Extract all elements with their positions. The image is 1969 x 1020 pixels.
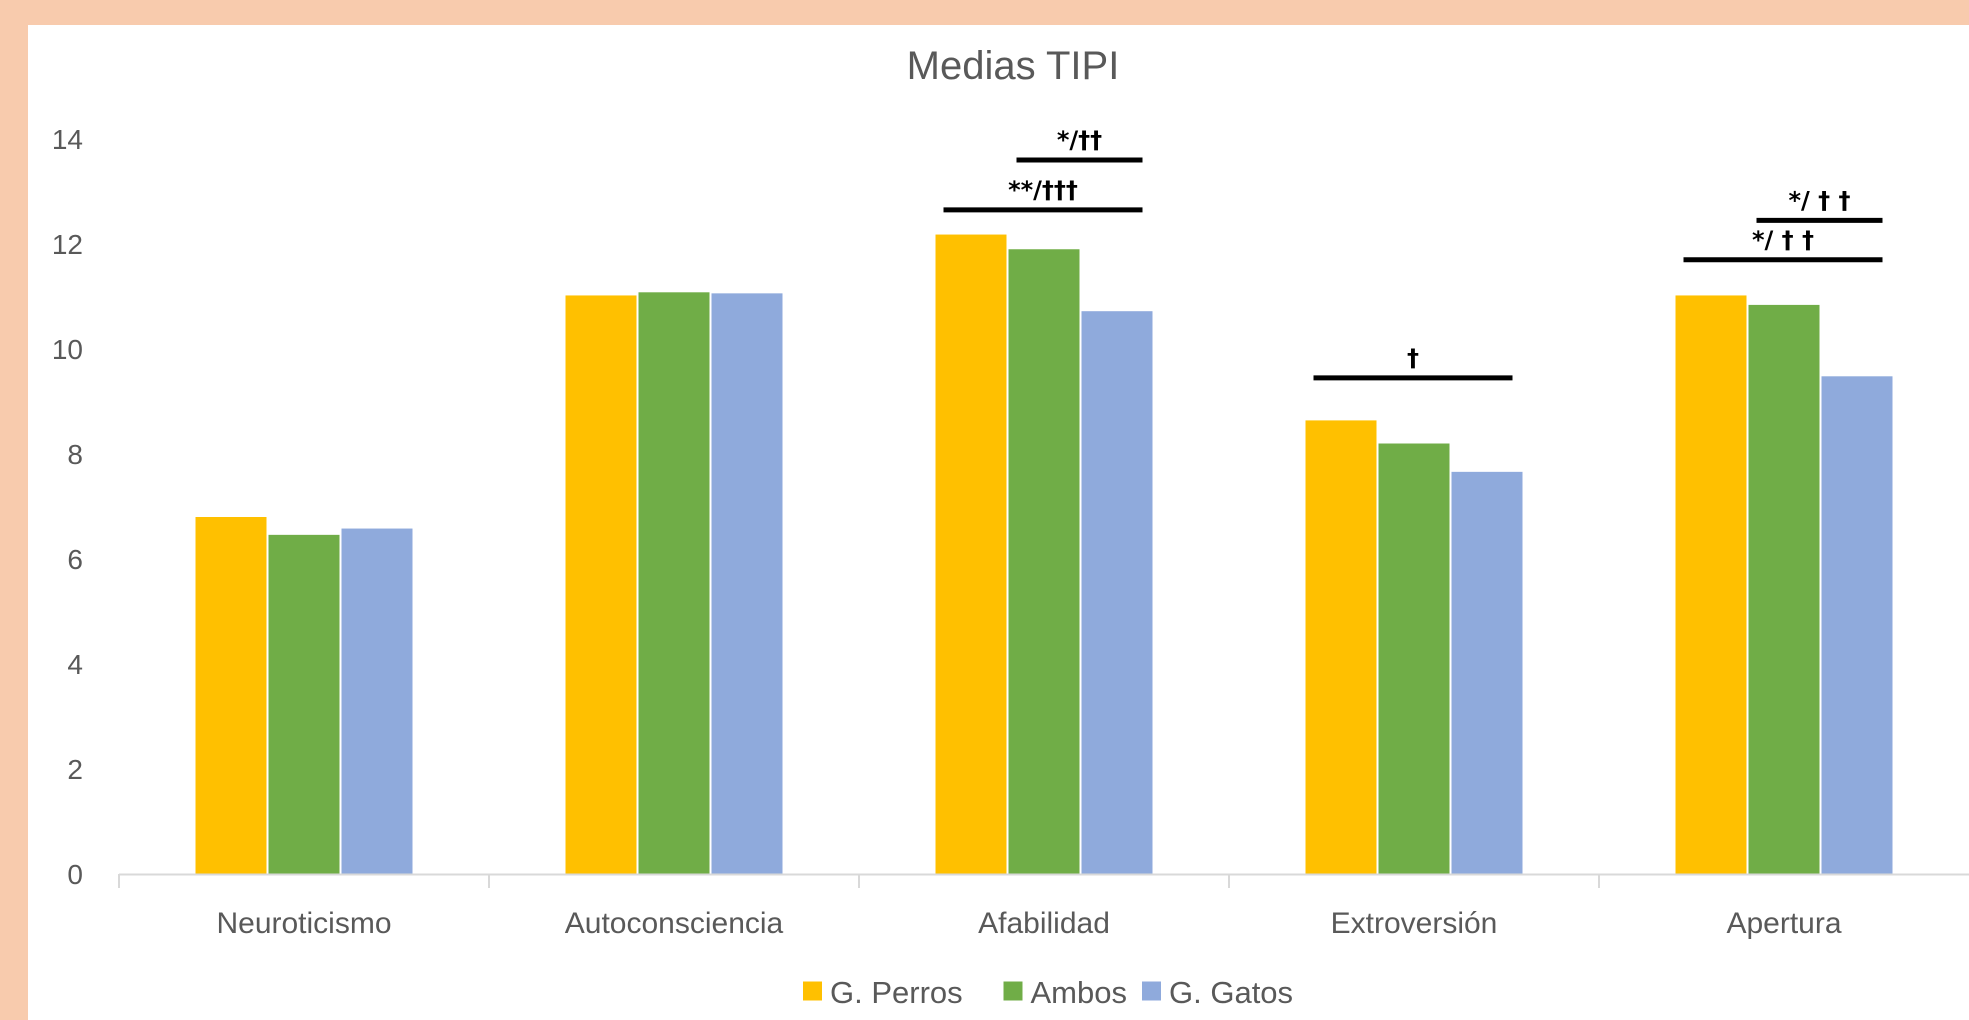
legend-label: G. Perros <box>830 975 963 1010</box>
x-axis: Neuroticismo Autoconsciencia Afabilidad Ext… <box>118 873 1969 940</box>
legend-label: Ambos <box>1031 975 1127 1010</box>
y-tick-label: 2 <box>67 754 83 785</box>
bar-g-perros-1 <box>565 295 637 874</box>
significance-label: † <box>1407 344 1419 372</box>
chart-title: Medias TIPI <box>907 44 1120 88</box>
legend-swatch <box>803 981 822 1001</box>
significance-label: **/††† <box>1008 176 1078 204</box>
bar-ambos-4 <box>1748 304 1820 874</box>
y-tick-label: 8 <box>67 439 83 470</box>
bar-g-perros-2 <box>935 234 1007 875</box>
bar-ambos-3 <box>1378 443 1450 874</box>
y-tick-label: 10 <box>52 334 83 365</box>
bar-g-gatos-4 <box>1821 376 1893 874</box>
x-category-label: Afabilidad <box>978 907 1110 940</box>
y-tick-label: 0 <box>67 859 83 890</box>
bar-g-perros-0 <box>195 517 267 874</box>
legend-label: G. Gatos <box>1169 975 1293 1010</box>
legend: G. Perros Ambos G. Gatos <box>803 975 1293 1010</box>
bar-ambos-0 <box>268 534 340 874</box>
y-tick-label: 6 <box>67 544 83 575</box>
bar-g-perros-3 <box>1305 420 1377 874</box>
significance-label: */†† <box>1057 126 1102 154</box>
legend-swatch <box>1003 981 1023 1001</box>
significance-annotations: */†† **/††† † */ † † */ † † <box>943 126 1883 381</box>
y-tick-label: 4 <box>67 649 83 680</box>
x-category-label: Extroversión <box>1331 907 1498 940</box>
y-tick-label: 14 <box>52 124 83 155</box>
significance-label: */ † † <box>1752 226 1814 254</box>
y-axis-ticks: 0 2 4 6 8 10 12 14 <box>52 124 83 890</box>
x-category-label: Autoconsciencia <box>565 907 784 940</box>
bars <box>195 234 1893 875</box>
x-category-label: Apertura <box>1726 907 1841 940</box>
bar-g-gatos-0 <box>341 528 413 874</box>
y-tick-label: 12 <box>52 229 83 260</box>
bar-g-gatos-3 <box>1451 471 1523 874</box>
bar-ambos-1 <box>638 292 710 874</box>
bar-g-gatos-1 <box>711 293 783 875</box>
significance-label: */ † † <box>1788 186 1850 214</box>
bar-g-gatos-2 <box>1081 311 1153 874</box>
chart-frame: Medias TIPI 0 2 4 6 8 10 12 14 Neuroticismo Auto… <box>28 25 1969 1020</box>
bar-ambos-2 <box>1008 249 1080 874</box>
bar-g-perros-4 <box>1675 295 1747 874</box>
x-category-label: Neuroticismo <box>216 907 391 940</box>
legend-swatch <box>1142 981 1161 1001</box>
bar-chart: Medias TIPI 0 2 4 6 8 10 12 14 Neuroticismo Auto… <box>52 44 1969 1010</box>
